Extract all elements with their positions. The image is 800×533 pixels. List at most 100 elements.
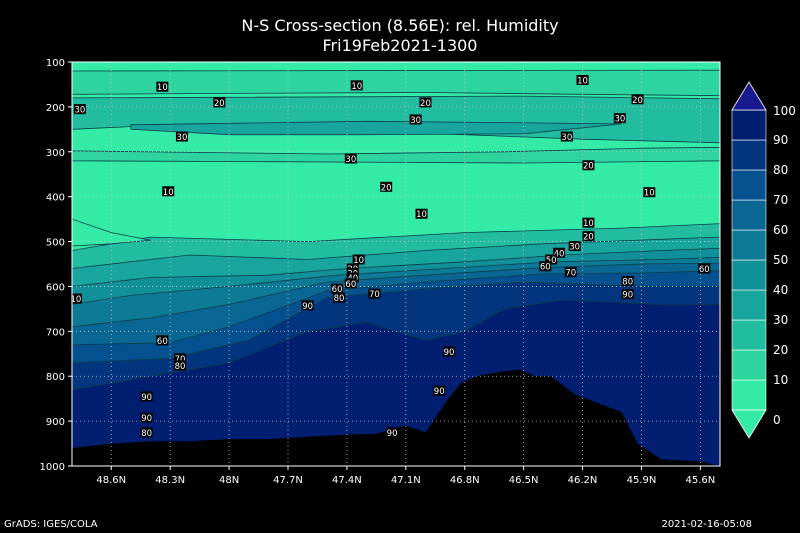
contour-label-text: 30 [74,106,85,116]
contour-label-box [576,74,589,85]
contour-label: 10 [162,186,175,198]
x-tick-label: 47.1N [391,475,421,486]
contour-label-text: 60 [540,263,551,273]
contour-label-text: 10 [416,210,427,220]
contour-label-text: 20 [381,183,392,193]
contour-label-box [568,241,581,252]
contour-label-box [380,181,393,192]
contour-label-text: 10 [583,219,594,229]
contour-label-box [346,272,359,283]
colorbar-segment [731,139,767,171]
contour-label: 30 [613,113,626,125]
contour-label-box [552,247,565,258]
contour-label-box [213,97,226,108]
grid-lines [72,61,720,467]
contour-label-box [156,335,169,346]
contour-label: 20 [380,181,393,193]
contour-label-text: 10 [71,295,82,305]
contour-label-text: 80 [622,278,633,288]
contour-label: 80 [621,276,634,288]
contour-label-box [344,153,357,164]
colorbar-segment [731,379,767,411]
x-axis: 48.6N 48.3N 48N 47.7N 47.4N 47.1N 46.8N 46.5N 46… [96,466,715,486]
x-tick-label: 48.6N [96,475,126,486]
contour-label: 90 [621,289,634,301]
y-tick-label: 900 [46,417,65,428]
contour-label-text: 10 [353,256,364,266]
contour-label: 70 [564,267,577,279]
y-tick-label: 200 [46,103,65,114]
contour-label: 10 [69,293,82,305]
contour-label-box [643,187,656,198]
contour-label: 20 [213,97,226,109]
plot-frame [71,61,721,467]
contour-label-box [331,283,344,294]
footer-timestamp: 2021-02-16-05:08 [661,519,752,530]
contour-label-text: 10 [644,189,655,199]
contour-label-text: 20 [632,96,643,106]
colorbar-label: 60 [773,223,788,237]
contour-label-box [301,300,314,311]
x-tick-label: 47.7N [273,475,303,486]
contour-label-box [415,208,428,219]
contour-label: 40 [552,247,565,259]
contour-label-text: 30 [569,243,580,253]
colorbar-label: 10 [773,373,788,387]
contour-label-text: 10 [163,188,174,198]
colorbar-label: 40 [773,283,788,297]
contour-label-text: 90 [141,393,152,403]
contour-label-text: 10 [577,76,588,86]
contour-label: 90 [386,427,399,439]
contour-label-box [140,427,153,438]
contour-label: 10 [576,74,589,86]
colorbar-segment [731,199,767,231]
contour-label-box [409,114,422,125]
contour-label-box [73,104,86,115]
contour-label: 10 [156,81,169,93]
contour-label: 60 [344,278,357,290]
colorbar-segment [731,259,767,291]
contour-label: 30 [560,131,573,143]
contour-label-text: 90 [141,414,152,424]
contour-label-box [140,391,153,402]
contour-label-box [174,353,186,364]
contour-label-text: 30 [561,133,572,143]
contour-label-box [175,131,188,142]
contour-label: 30 [73,104,86,116]
contour-label-text: 30 [345,155,356,165]
chart-title: N-S Cross-section (8.56E): rel. Humidity [241,16,559,35]
x-tick-label: 45.9N [627,475,657,486]
contour-label-text: 60 [345,280,356,290]
contour-label-box [156,81,169,92]
contour-label-box [368,288,381,299]
contour-label-box [140,412,153,423]
colorbar-segment [731,109,767,141]
colorbar-segment [731,229,767,261]
contour-label: 60 [156,335,169,347]
contour-label-text: 90 [302,302,313,312]
contour-label: 10 [415,208,428,220]
contour-label: 20 [582,160,595,172]
contour-label-text: 10 [157,83,168,93]
contour-label-box [560,131,573,142]
contour-label: 60 [698,263,711,275]
colorbar-bottom-arrow [731,409,767,439]
contour-label: 10 [350,80,363,92]
colorbar-label: 90 [773,133,788,147]
contour-label-box [443,346,456,357]
contour-label: 80 [333,292,346,304]
contour-label-box [613,113,626,124]
contour-label-text: 20 [583,162,594,172]
contour-label-box [545,254,558,265]
colorbar-label: 0 [773,413,781,427]
contour-label: 20 [631,94,644,106]
contour-label-text: 30 [177,133,188,143]
contour-label-text: 10 [351,82,362,92]
contour-label: 70 [368,288,381,300]
contour-label: 30 [409,114,422,126]
x-tick-label: 45.6N [685,475,715,486]
contour-label: 90 [433,385,446,397]
contour-label-text: 60 [332,285,343,295]
chart-subtitle: Fri19Feb2021-1300 [322,36,478,55]
contour-label: 70 [174,353,186,365]
